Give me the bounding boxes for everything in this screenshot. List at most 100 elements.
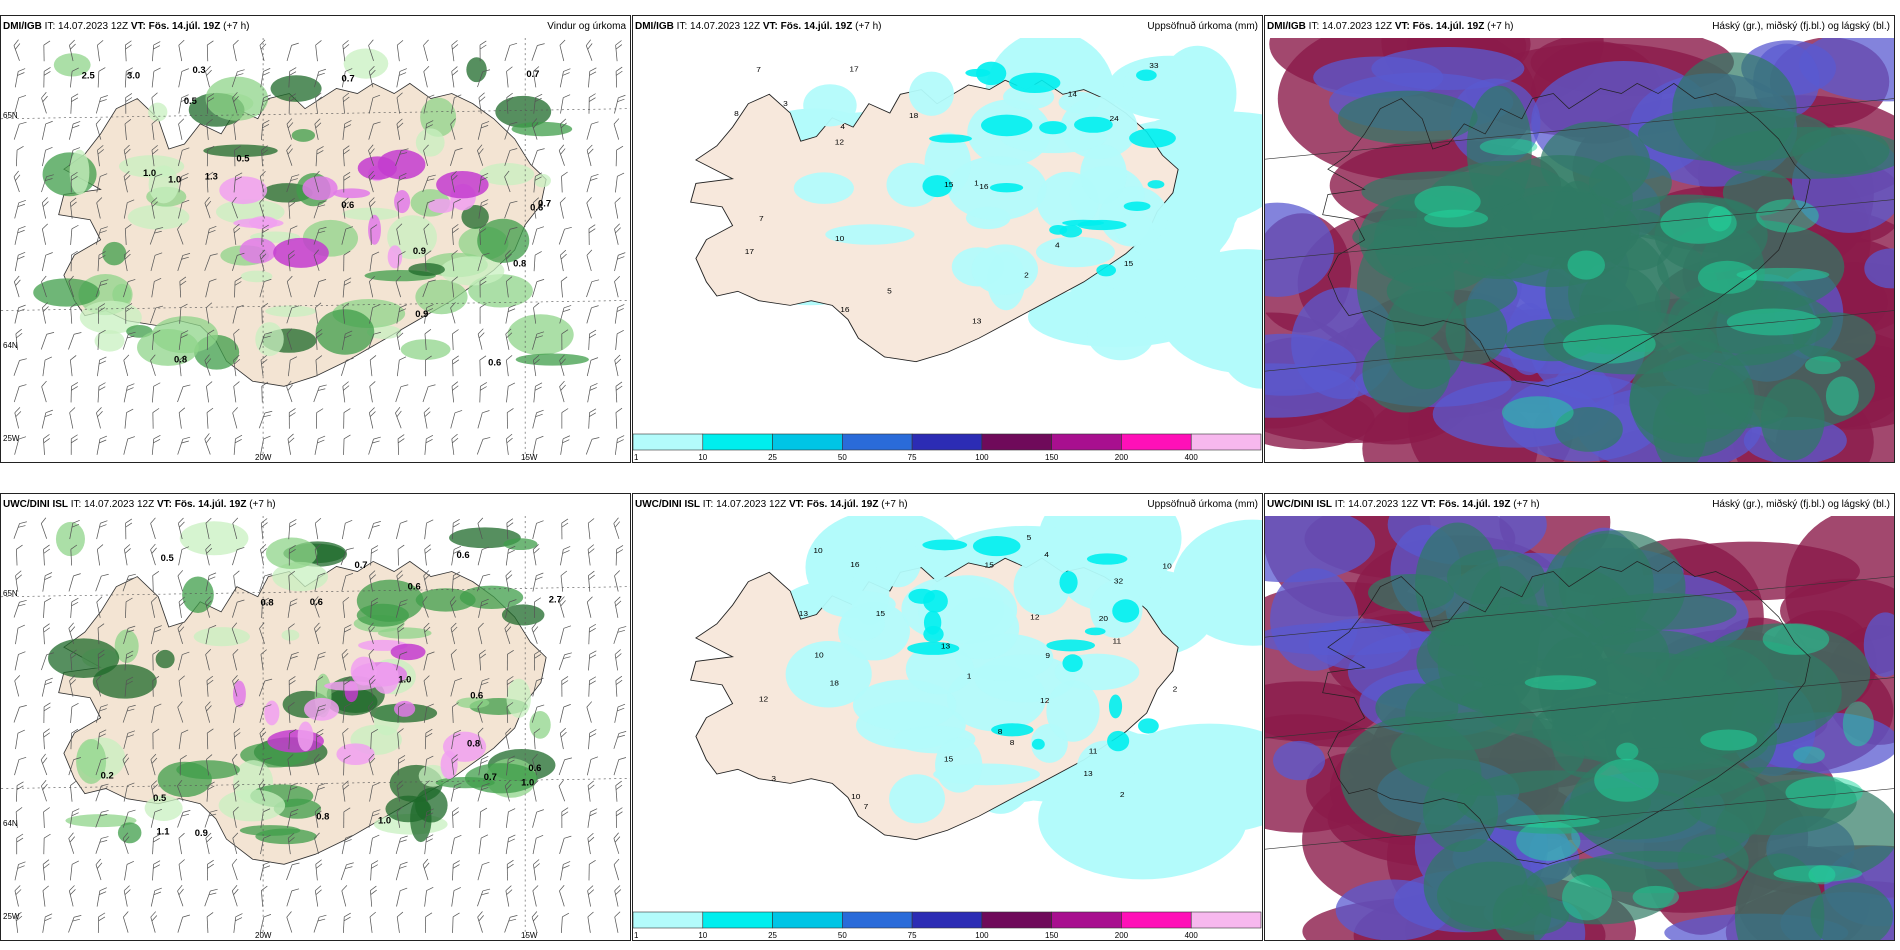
wind-barb: [178, 94, 189, 114]
wind-barb: [423, 407, 431, 429]
wind-barb: [95, 836, 109, 854]
wind-barb: [177, 517, 185, 540]
wind-barb: [397, 728, 404, 750]
precip-value-label: 8: [1010, 738, 1015, 746]
wind-barb: [451, 729, 462, 750]
wind-barb: [206, 118, 213, 140]
wind-barb: [231, 69, 245, 88]
precip-value-label: 0.5: [161, 553, 174, 563]
wind-barb: [314, 435, 326, 455]
wind-barb: [232, 832, 239, 855]
wind-barb: [286, 888, 300, 907]
wind-barb: [450, 782, 462, 802]
wind-barb: [313, 596, 320, 618]
precip-area-medium: [908, 588, 935, 604]
wind-barb: [532, 544, 540, 566]
wind-barb: [559, 704, 571, 723]
wind-barb: [96, 197, 103, 219]
precip-area: [456, 697, 490, 709]
wind-barb: [369, 251, 380, 272]
wind-barb: [341, 226, 353, 245]
precip-area-light: [971, 244, 1039, 295]
wind-barb: [69, 808, 80, 828]
precip-area-medium: [1108, 694, 1123, 719]
wind-barb: [397, 197, 404, 219]
wind-barb: [70, 728, 79, 750]
wind-barb: [395, 678, 409, 697]
wind-barb: [232, 806, 239, 828]
lead-time: (+7 h): [1513, 499, 1540, 510]
wind-barb: [41, 302, 49, 324]
precip-area-medium: [1138, 718, 1159, 734]
wind-barb: [70, 302, 77, 324]
wind-barb: [205, 278, 217, 298]
wind-barb: [205, 832, 213, 855]
wind-barb: [14, 225, 26, 245]
precip-area: [533, 173, 551, 188]
wind-barb: [40, 753, 48, 776]
low-cloud-edge: [1501, 396, 1574, 429]
wind-barb: [341, 357, 354, 376]
wind-barb: [533, 93, 543, 114]
wind-barb: [450, 649, 457, 671]
wind-barb: [287, 782, 299, 802]
wind-barb: [587, 518, 595, 540]
wind-barb: [559, 727, 567, 750]
mid-cloud-area: [1265, 622, 1432, 656]
precip-area: [114, 629, 139, 663]
wind-barb: [613, 118, 620, 140]
wind-barb: [204, 197, 212, 219]
wind-barb: [559, 625, 572, 645]
wind-barb: [69, 675, 76, 697]
wind-barb: [505, 433, 513, 455]
wind-barb: [122, 809, 136, 828]
precip-value-label: 0.9: [413, 246, 426, 256]
wind-barb: [452, 860, 460, 881]
map-area: [1265, 516, 1894, 940]
wind-barb: [204, 888, 218, 907]
wind-barb: [124, 650, 134, 671]
wind-barb: [124, 676, 134, 697]
wind-barb: [368, 701, 375, 723]
precip-area: [315, 309, 375, 355]
low-cloud-edge: [1793, 746, 1825, 764]
wind-barb: [506, 518, 514, 540]
wind-barb: [177, 147, 190, 167]
wind-barb: [205, 65, 212, 88]
low-cloud-edge: [1424, 209, 1489, 228]
wind-barb: [261, 145, 269, 167]
precip-value-label: 7: [756, 65, 761, 73]
wind-barb: [505, 599, 517, 618]
wind-barb: [95, 757, 109, 776]
wind-barb: [233, 118, 240, 140]
wind-barb: [288, 250, 295, 272]
wind-barb: [559, 68, 571, 88]
wind-barb: [151, 329, 161, 350]
map-canvas: 0.9 0.8 0.6 0.5 1.0 0.6 0.5 0.2 0.6 1.0 2.7 0.8 0.7 0…: [1, 516, 630, 940]
wind-barb: [97, 356, 107, 377]
wind-barb: [151, 435, 161, 455]
precip-value-label: 13: [972, 317, 982, 325]
wind-barb: [70, 171, 78, 193]
wind-barb: [232, 39, 239, 62]
wind-barb: [342, 728, 349, 750]
wind-barb: [288, 67, 297, 88]
wind-barb: [122, 704, 136, 723]
wind-barb: [95, 810, 109, 828]
wind-barb: [423, 199, 435, 219]
precip-area: [511, 121, 573, 137]
wind-barb: [533, 251, 542, 272]
wind-barb: [314, 885, 322, 907]
wind-barb: [43, 623, 51, 645]
precip-value-label: 0.7: [341, 74, 354, 84]
heavy-precip-area: [297, 721, 314, 752]
precip-value-label: 17: [849, 65, 859, 73]
product-title: Háský (gr.), miðský (fj.bl.) og lágský (…: [1712, 499, 1890, 510]
precip-area: [76, 738, 107, 784]
wind-barb: [177, 914, 190, 933]
precip-value-label: 0.5: [153, 793, 166, 803]
wind-barb: [424, 434, 434, 455]
wind-barb: [505, 834, 516, 855]
wind-barb: [615, 381, 623, 403]
precip-value-label: 15: [876, 609, 886, 617]
